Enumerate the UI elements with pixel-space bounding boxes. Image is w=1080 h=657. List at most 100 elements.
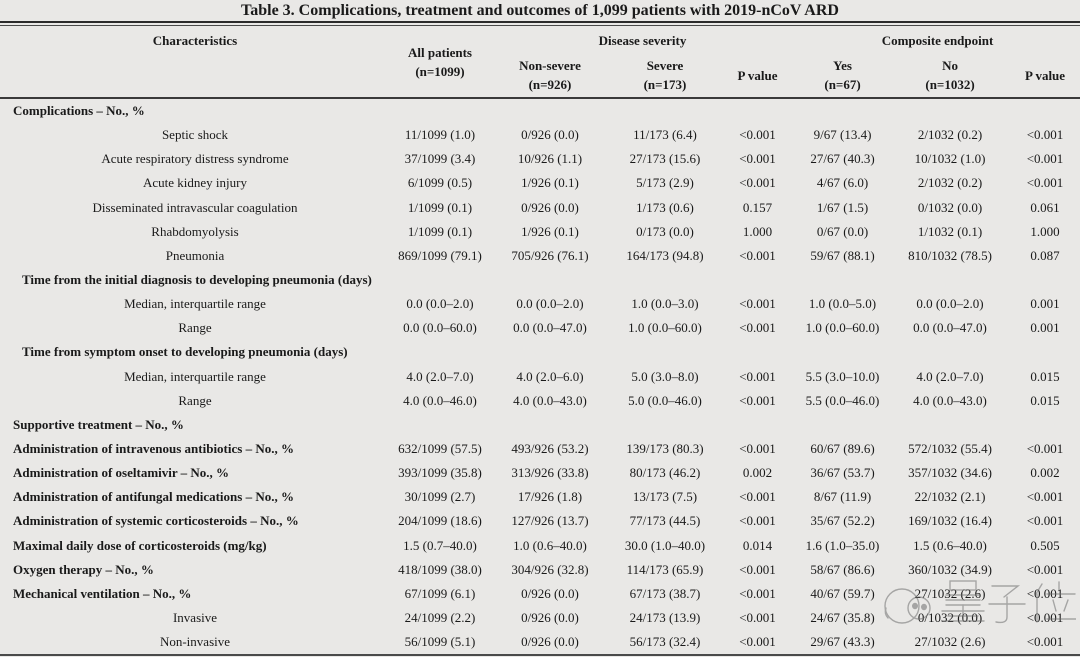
cell-value [490,268,610,292]
cell-value: <0.001 [739,634,776,650]
row-label: Rhabdomyolysis [151,223,239,239]
cell-value [610,413,720,437]
cell-value: 0.0 (0.0–2.0) [516,296,584,312]
cell-value: 10/1032 (1.0) [914,151,986,167]
cell-value: <0.001 [739,151,776,167]
cell-value: 13/173 (7.5) [632,489,698,505]
cell-value: 632/1099 (57.5) [398,441,482,457]
table-header: Characteristics All patients (n=1099) Di… [0,26,1080,98]
cell-value: 1.000 [742,223,773,239]
cell-value: 0/926 (0.0) [521,127,579,143]
cell-value: 2/1032 (0.2) [917,175,983,191]
row-label: Range [178,392,212,408]
row-label: Acute respiratory distress syndrome [101,151,289,167]
row-label: Mechanical ventilation – No., % [13,585,192,601]
cell-value [890,413,1010,437]
row-label: Supportive treatment – No., % [13,416,184,432]
header-all-patients-line2: (n=1099) [415,63,465,79]
cell-value: 1/926 (0.1) [521,175,579,191]
cell-value: 17/926 (1.8) [517,489,583,505]
cell-value: 40/67 (59.7) [810,585,875,601]
cell-value [490,413,610,437]
cell-value: 4.0 (0.0–43.0) [913,392,987,408]
cell-value: 1.5 (0.6–40.0) [913,537,987,553]
cell-value: 1/926 (0.1) [521,223,579,239]
table-row: Mechanical ventilation – No., % 67/1099 (… [0,582,1080,606]
cell-value [890,98,1010,123]
data-table: Characteristics All patients (n=1099) Di… [0,26,1080,654]
cell-value: <0.001 [1026,610,1064,626]
cell-value: 0.002 [1030,465,1060,481]
cell-value [390,98,490,123]
cell-value: <0.001 [739,392,776,408]
header-no-line1: No [942,58,958,73]
cell-value: <0.001 [739,127,776,143]
cell-value: 4.0 (2.0–6.0) [516,368,584,384]
cell-value: 27/173 (15.6) [629,151,701,167]
cell-value: 169/1032 (16.4) [908,513,992,529]
cell-value: 164/173 (94.8) [626,247,704,263]
table-row: Range 4.0 (0.0–46.0) 4.0 (0.0–43.0) 5.0 (0.… [0,389,1080,413]
cell-value: 0/1032 (0.0) [917,610,983,626]
cell-value [390,340,490,364]
cell-value: 0.002 [742,465,773,481]
cell-value: 11/173 (6.4) [633,127,697,143]
cell-value: 0/926 (0.0) [521,634,579,650]
cell-value: 1/67 (1.5) [816,199,869,215]
cell-value: 1.0 (0.0–60.0) [805,320,880,336]
table-row: Complications – No., % [0,98,1080,123]
table-body: Complications – No., % Septic shock 11/109… [0,98,1080,654]
cell-value: <0.001 [739,296,776,312]
table-row: Oxygen therapy – No., % 418/1099 (38.0) 30… [0,558,1080,582]
cell-value: 56/1099 (5.1) [404,634,476,650]
cell-value: 114/173 (65.9) [626,561,704,577]
cell-value: 0/173 (0.0) [636,223,694,239]
row-label: Range [178,320,212,336]
cell-value: 0.015 [1030,368,1060,384]
row-label: Oxygen therapy – No., % [13,561,154,577]
table-row: Administration of intravenous antibiotic… [0,437,1080,461]
header-non-severe-line1: Non-severe [519,58,581,73]
cell-value: <0.001 [739,585,776,601]
cell-value: 9/67 (13.4) [813,127,872,143]
cell-value: <0.001 [1026,175,1064,191]
table-row: Acute kidney injury 6/1099 (0.5) 1/926 (0.… [0,171,1080,195]
cell-value: 393/1099 (35.8) [398,465,482,481]
row-label: Administration of intravenous antibiotic… [13,441,294,457]
header-non-severe: Non-severe (n=926) [490,53,610,98]
cell-value: 0.505 [1030,537,1060,553]
cell-value: 27/1032 (2.6) [914,585,986,601]
cell-value: <0.001 [739,489,776,505]
cell-value: 810/1032 (78.5) [908,247,992,263]
header-p-value-severity: P value [737,67,778,83]
cell-value: 357/1032 (34.6) [908,465,992,481]
header-yes-line1: Yes [833,58,852,73]
cell-value: <0.001 [1026,489,1064,505]
cell-value: 4.0 (2.0–7.0) [406,368,474,384]
cell-value: 360/1032 (34.9) [908,561,992,577]
cell-value: 27/67 (40.3) [810,151,875,167]
table-row: Supportive treatment – No., % [0,413,1080,437]
cell-value: 5/173 (2.9) [636,175,694,191]
cell-value: 67/1099 (6.1) [404,585,476,601]
cell-value: 67/173 (38.7) [629,585,701,601]
cell-value: 4.0 (2.0–7.0) [916,368,984,384]
header-severe-line2: (n=173) [643,77,687,92]
cell-value [1010,340,1080,364]
header-no: No (n=1032) [890,53,1010,98]
bottom-rule [0,654,1080,657]
cell-value: 5.5 (0.0–46.0) [805,392,880,408]
cell-value: 705/926 (76.1) [511,247,589,263]
cell-value: 5.0 (3.0–8.0) [631,368,699,384]
cell-value: 10/926 (1.1) [517,151,583,167]
row-label: Disseminated intravascular coagulation [92,199,298,215]
cell-value: 1.000 [1030,223,1060,239]
cell-value: 1.0 (0.6–40.0) [513,537,587,553]
cell-value: 30/1099 (2.7) [404,489,476,505]
cell-value: 0.0 (0.0–60.0) [403,320,477,336]
cell-value: 1/1032 (0.1) [917,223,983,239]
cell-value: 0.015 [1030,392,1060,408]
table-row: Time from the initial diagnosis to devel… [0,268,1080,292]
table-row: Maximal daily dose of corticosteroids (m… [0,534,1080,558]
header-sub-row: Non-severe (n=926) Severe (n=173) P valu… [0,53,1080,98]
